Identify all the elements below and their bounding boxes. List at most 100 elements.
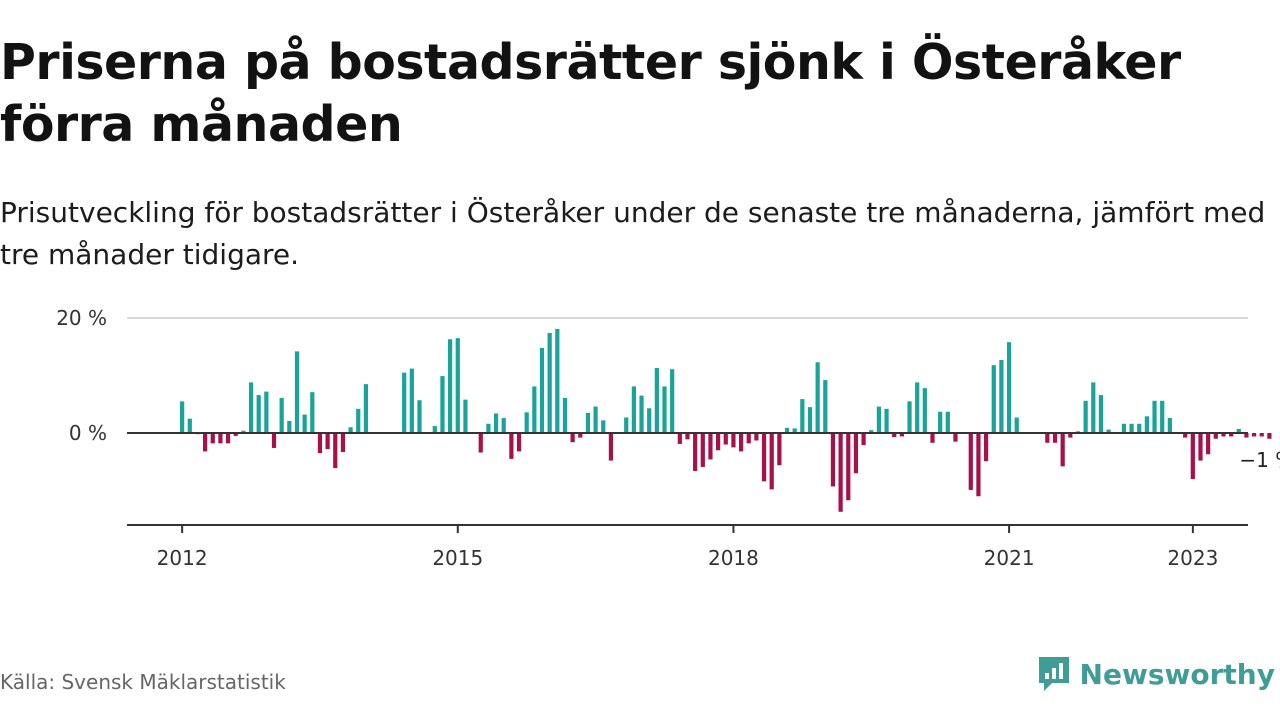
bar [325, 433, 330, 450]
bar [1229, 433, 1234, 437]
bar [233, 433, 238, 436]
bar [922, 388, 927, 433]
bar [555, 328, 560, 433]
bar [807, 407, 813, 434]
bar [585, 412, 591, 433]
bar [708, 433, 713, 460]
bar [187, 418, 192, 433]
bar [876, 406, 881, 433]
bar [356, 408, 361, 433]
bar [516, 433, 522, 452]
bar [976, 433, 981, 497]
source-note: Källa: Svensk Mäklarstatistik [0, 670, 286, 694]
bar [256, 395, 261, 433]
bar [746, 433, 751, 444]
bar [1121, 423, 1127, 433]
bar [333, 433, 338, 469]
bar [938, 411, 943, 433]
bar [892, 433, 897, 438]
bar [869, 430, 874, 434]
bar [539, 347, 545, 433]
bar [670, 369, 675, 433]
bar [1259, 433, 1264, 437]
bar [562, 397, 568, 433]
bar [287, 420, 292, 433]
bar [578, 433, 583, 438]
bar [432, 426, 437, 433]
bar [1068, 433, 1073, 438]
bar [662, 386, 667, 433]
bar [784, 427, 790, 433]
bar [524, 412, 529, 433]
brand-name: Newsworthy [1079, 657, 1275, 691]
bar [991, 365, 996, 433]
bar [593, 406, 598, 433]
bar [769, 433, 774, 490]
bar [953, 433, 958, 442]
bar [1060, 433, 1065, 467]
bar [532, 386, 537, 433]
bar [1267, 433, 1272, 439]
bar [570, 433, 575, 443]
x-tick-label: 2012 [157, 546, 208, 570]
x-tick-label: 2015 [432, 546, 483, 570]
bar [180, 401, 185, 434]
bar [639, 395, 644, 434]
bar [677, 433, 682, 444]
bar [777, 433, 782, 466]
bar [685, 433, 690, 440]
bar [1236, 428, 1241, 433]
x-tick-label: 2018 [708, 546, 759, 570]
bar [983, 433, 989, 462]
y-tick-label: 0 % [69, 421, 107, 445]
bar [1014, 417, 1019, 433]
bar [1106, 429, 1111, 433]
bar [754, 433, 759, 441]
bar [761, 433, 767, 482]
bar [884, 408, 889, 433]
bar [317, 433, 323, 454]
bar [1006, 342, 1012, 433]
bar [838, 433, 843, 512]
bar [907, 401, 912, 434]
page-title: Priserna på bostadsrätter sjönk i Österå… [0, 34, 1181, 153]
bar [1152, 400, 1157, 433]
bar [945, 411, 950, 433]
bar [1137, 423, 1142, 433]
bar [271, 433, 277, 448]
bar [203, 433, 208, 452]
bar [1213, 433, 1218, 439]
bar [968, 433, 973, 490]
bar [800, 399, 805, 433]
bar [700, 433, 705, 467]
bar [363, 384, 368, 434]
bar [218, 433, 223, 444]
bar [279, 397, 284, 433]
bar [493, 413, 499, 433]
bar [1198, 433, 1203, 461]
bar [1190, 433, 1195, 479]
bar [501, 418, 506, 433]
bar [1091, 382, 1096, 433]
bar [1183, 433, 1188, 438]
bar [693, 433, 698, 471]
axes [127, 432, 1248, 533]
bar [486, 423, 491, 433]
bar [409, 368, 414, 433]
bar [899, 433, 904, 437]
bar [1052, 433, 1058, 443]
bar [547, 332, 552, 433]
brand-logo[interactable]: Newsworthy [1036, 654, 1275, 694]
chart-subtitle: Prisutveckling för bostadsrätter i Öster… [0, 196, 1266, 271]
bar [455, 338, 460, 434]
bars [180, 328, 1272, 512]
bar [1244, 433, 1249, 438]
bar [738, 433, 744, 452]
bar [846, 433, 851, 501]
bar [930, 433, 935, 443]
bar [601, 420, 606, 433]
bar [478, 433, 483, 453]
bar [248, 382, 254, 433]
bar [1045, 433, 1050, 443]
bar [210, 433, 215, 444]
